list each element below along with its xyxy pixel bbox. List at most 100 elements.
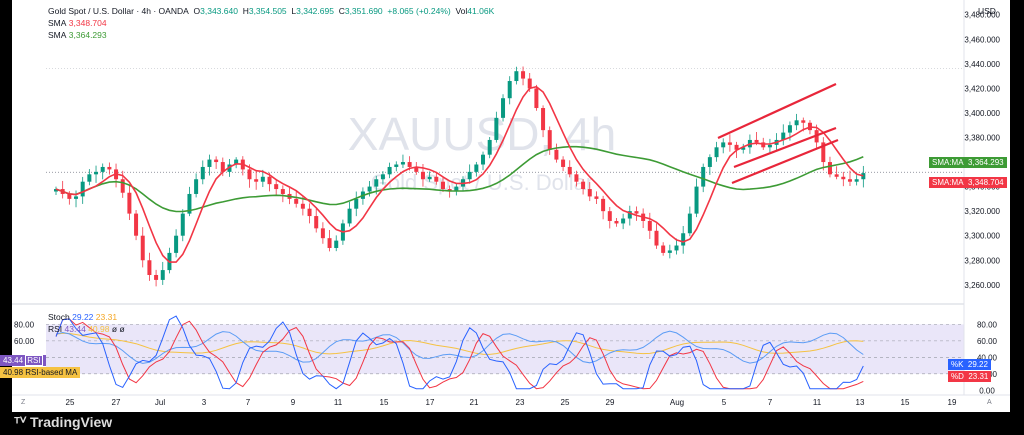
candle — [607, 206, 612, 229]
candle — [834, 166, 839, 180]
candle-body — [80, 181, 85, 197]
candle — [654, 223, 659, 249]
candle-body — [307, 208, 312, 217]
candle-body — [180, 213, 185, 236]
rsi-badge: 43.44 RSI — [0, 355, 46, 366]
candle-body — [474, 164, 479, 172]
candle — [601, 195, 606, 220]
change-value: +8.065 (+0.24%) — [387, 6, 451, 16]
candle — [581, 178, 586, 195]
candle-body — [634, 211, 639, 214]
time-tick-label: 25 — [561, 398, 570, 407]
candle-body — [581, 181, 586, 190]
currency-label: USD — [978, 6, 996, 16]
candle — [841, 171, 846, 187]
candle — [854, 175, 859, 186]
candle — [187, 186, 192, 217]
candle — [134, 210, 139, 241]
candle-body — [107, 166, 112, 170]
chart-panel[interactable]: XAUUSD, 4h Gold Spot / U.S. Dollar 3,480.… — [0, 0, 1010, 412]
candle — [707, 154, 712, 175]
time-tick-label: 27 — [112, 398, 121, 407]
candle-body — [721, 142, 726, 148]
candle-body — [334, 240, 339, 248]
candle-body — [74, 196, 79, 199]
sma-fast-legend[interactable]: SMA 3,364.293 — [48, 30, 107, 40]
candle-body — [594, 196, 599, 199]
candle — [474, 161, 479, 177]
candle — [160, 261, 165, 285]
candle-body — [427, 176, 432, 180]
candle-body — [614, 220, 619, 224]
candle-body — [754, 139, 759, 143]
candle — [54, 186, 58, 195]
candle-body — [654, 230, 659, 246]
close-value: 3,351.690 — [344, 6, 383, 16]
candle — [200, 160, 205, 185]
candle-body — [494, 117, 499, 140]
candle — [434, 172, 439, 185]
candle — [567, 160, 572, 178]
price-tick-label: 3,260.000 — [964, 281, 1000, 290]
candle-body — [507, 81, 512, 99]
candle — [494, 111, 499, 143]
rsi-legend[interactable]: RSI 43.44 40.98 ø ø — [48, 324, 125, 334]
stoch-band — [46, 324, 964, 374]
candle — [574, 170, 579, 187]
indicator-tick-right: 60.00 — [977, 337, 998, 346]
candle — [627, 205, 632, 226]
candle-body — [487, 139, 492, 155]
candle — [180, 209, 185, 242]
candle — [74, 190, 79, 208]
candle-body — [847, 179, 852, 182]
candle-body — [674, 245, 679, 251]
candle-body — [134, 213, 139, 236]
candle — [587, 182, 592, 202]
candle — [561, 156, 566, 172]
candle-body — [687, 213, 692, 234]
time-tick-label: 17 — [426, 398, 435, 407]
time-tick-label: 21 — [470, 398, 479, 407]
candle-body — [187, 193, 192, 214]
auto-scale-a[interactable]: A — [987, 399, 992, 406]
candle-body — [574, 174, 579, 182]
candle-body — [821, 142, 826, 163]
open-value: 3,343.640 — [200, 6, 238, 16]
candle-body — [661, 245, 666, 253]
candle — [514, 66, 519, 85]
candle-body — [200, 166, 205, 180]
candle — [794, 113, 799, 131]
time-tick-label: 11 — [813, 398, 822, 407]
candle-body — [440, 181, 445, 190]
candle-body — [647, 220, 652, 231]
timezone-z[interactable]: Z — [21, 399, 26, 406]
candle — [414, 162, 419, 175]
candle — [214, 156, 219, 169]
stoch-legend[interactable]: Stoch 29.22 23.31 — [48, 312, 118, 322]
chart-svg[interactable]: XAUUSD, 4h Gold Spot / U.S. Dollar 3,480.… — [12, 0, 1010, 412]
candle-body — [140, 235, 145, 261]
candle — [154, 269, 159, 287]
indicator-tick-left: 80.00 — [14, 320, 35, 329]
candle — [94, 165, 99, 183]
symbol-title[interactable]: Gold Spot / U.S. Dollar · 4h · OANDA — [48, 6, 189, 16]
candle — [174, 229, 179, 258]
indicator-tick-right: 0.00 — [979, 386, 995, 395]
candle — [487, 137, 492, 159]
candle-body — [254, 179, 259, 182]
candle-body — [827, 162, 832, 175]
tradingview-logo[interactable]: ᵀⱽ TradingView — [14, 414, 113, 430]
sma-slow-legend[interactable]: SMA 3,348.704 — [48, 18, 107, 28]
candle-body — [547, 130, 552, 150]
price-tick-label: 3,380.000 — [964, 133, 1000, 142]
candle-body — [420, 171, 425, 180]
price-tick-label: 3,400.000 — [964, 109, 1000, 118]
candle — [100, 163, 105, 180]
candle — [621, 213, 626, 230]
price-tick-label: 3,280.000 — [964, 256, 1000, 265]
candle-body — [534, 88, 539, 109]
candle-body — [761, 142, 766, 148]
candle-body — [260, 176, 265, 182]
candle — [87, 169, 92, 186]
